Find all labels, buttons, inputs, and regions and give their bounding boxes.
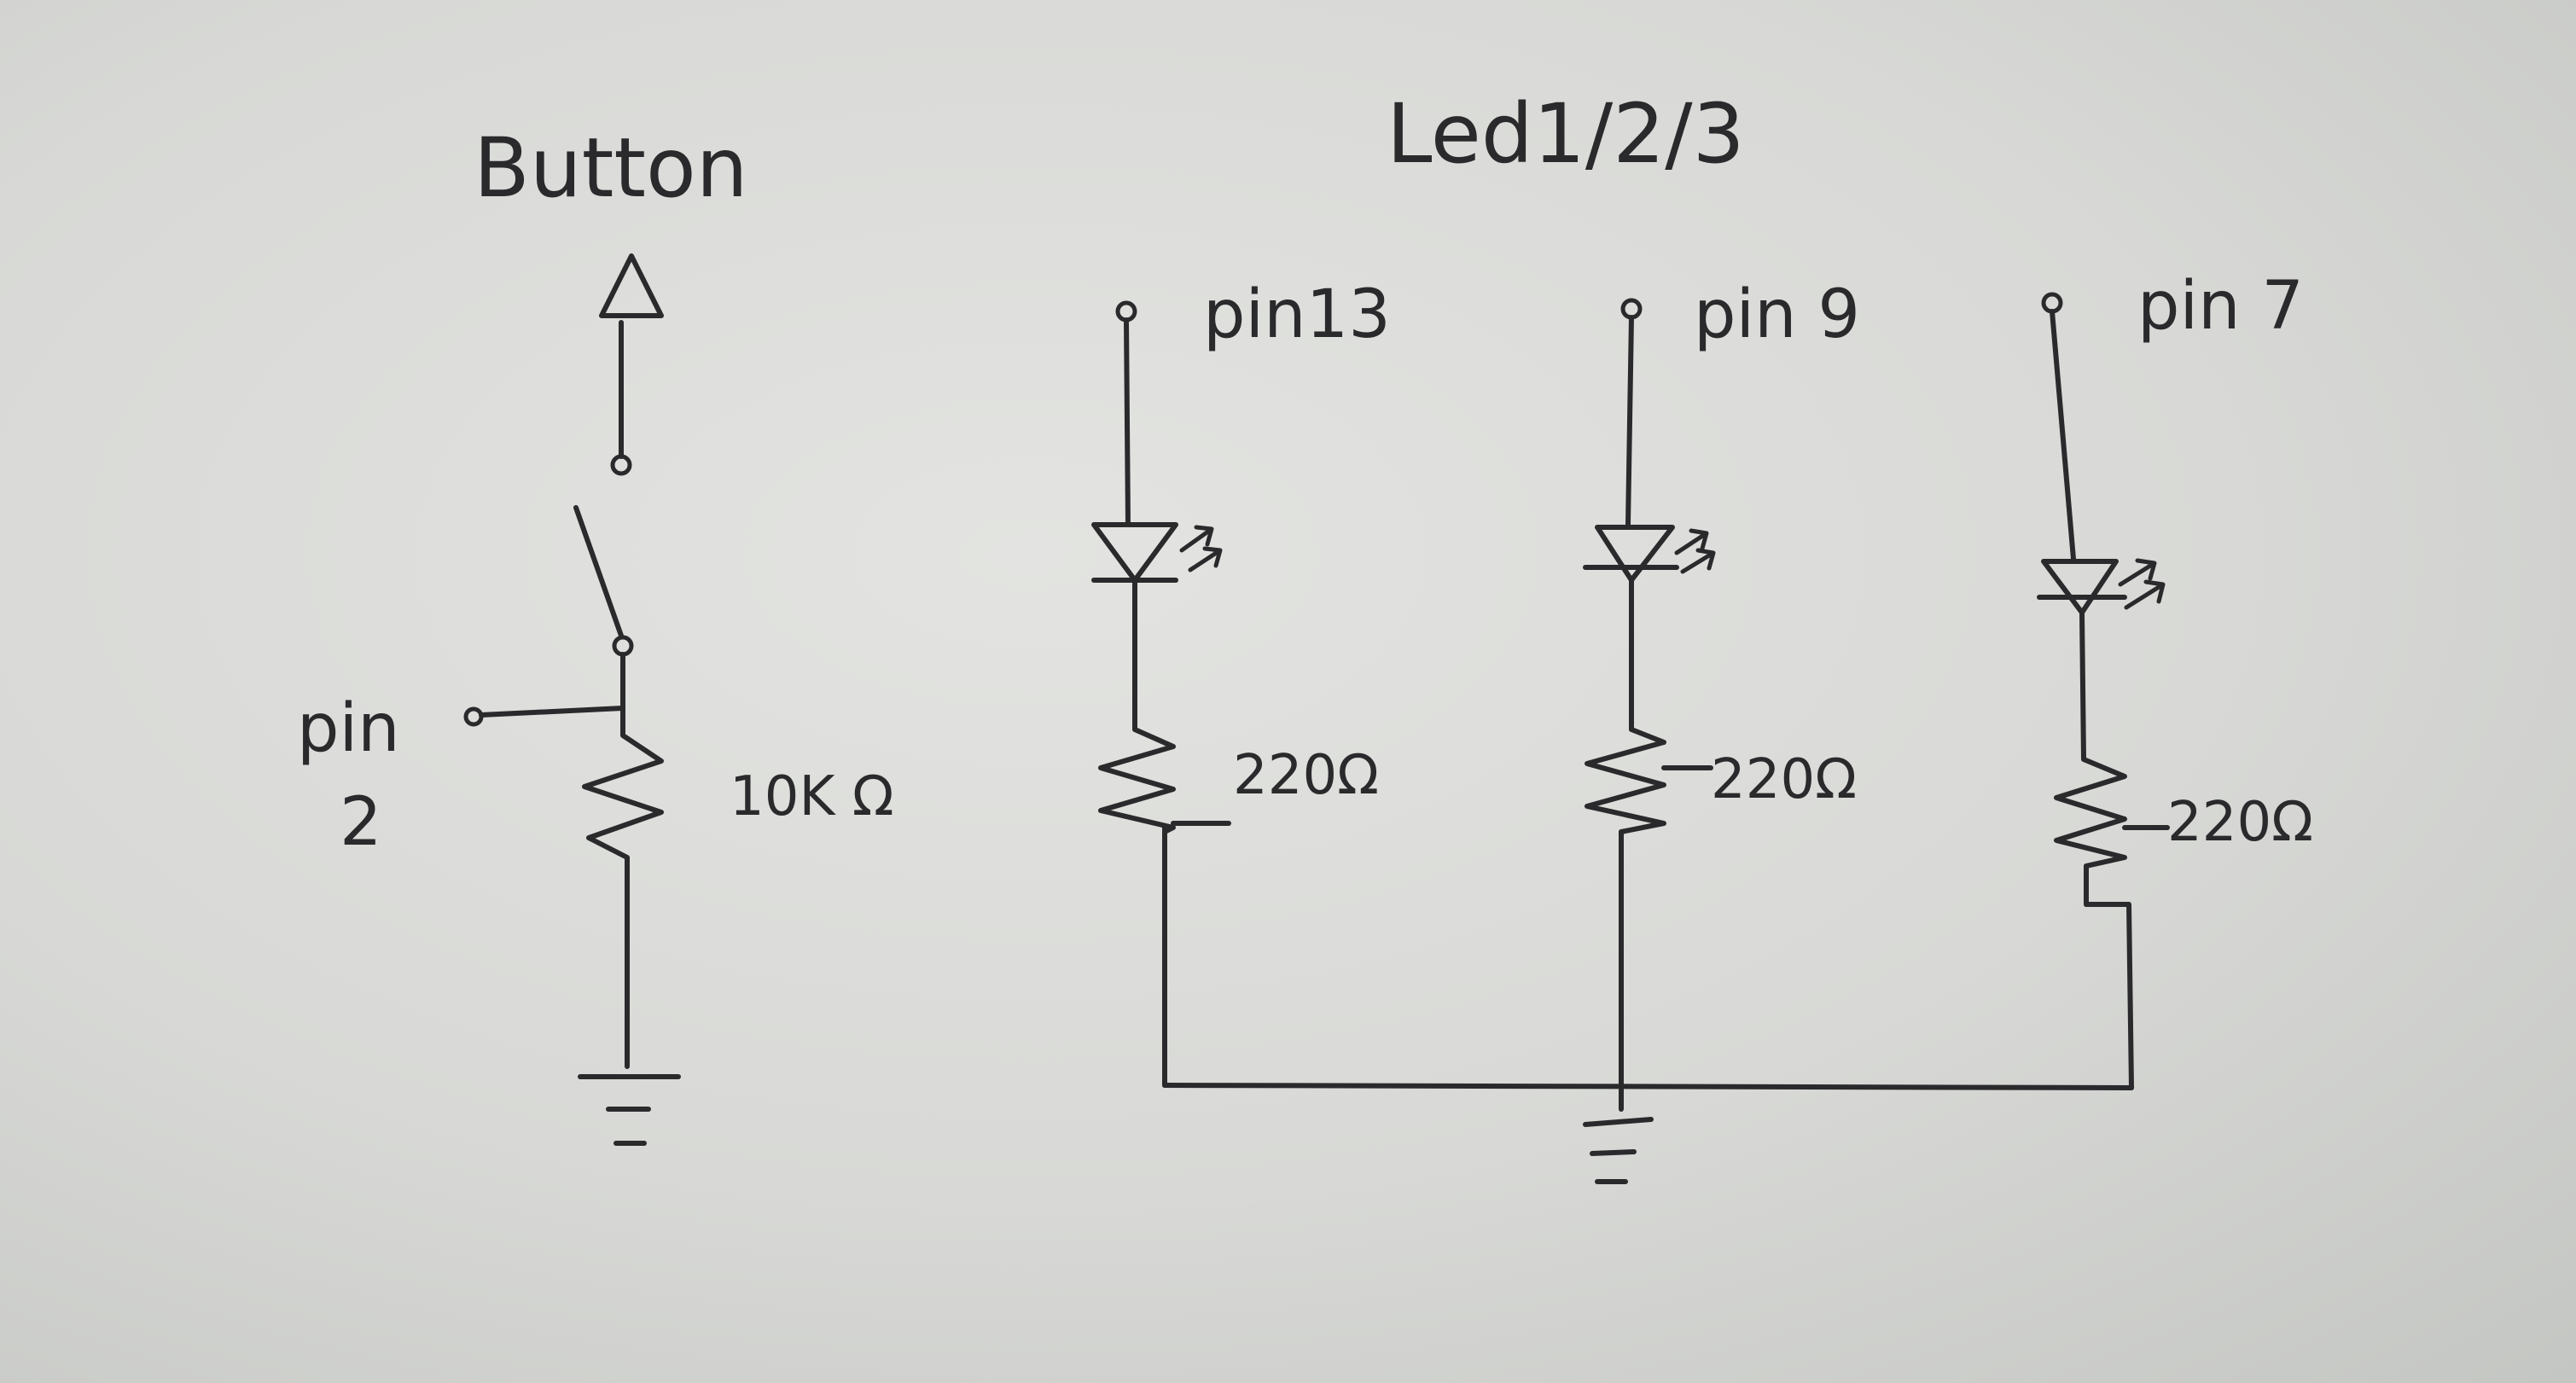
- pin-13-wire: [1124, 317, 1131, 527]
- switch-top-terminal: [610, 454, 632, 476]
- switch-lever: [573, 505, 624, 638]
- led-branch-pin13: [1091, 300, 1231, 1088]
- pin-9-label: pin 9: [1694, 276, 1860, 353]
- resistor-220-branch-1-zigzag: [1098, 578, 1176, 834]
- branch-3-return-wire: [2084, 902, 2134, 1090]
- resistor-220-branch-1-label: 220Ω: [1233, 744, 1379, 807]
- led-3-triangle: [2041, 559, 2119, 615]
- pin-9-wire: [1625, 315, 1634, 527]
- pin-2-label-line2: 2: [340, 784, 382, 861]
- ground-symbol-bar-2: [1590, 1149, 1637, 1156]
- ground-bus-wire: [1162, 1083, 2134, 1090]
- pulldown-resistor-10k: [582, 701, 664, 1069]
- led-branch-pin9: [1583, 298, 1716, 1088]
- led-2-light-arrows-icon: [1674, 528, 1716, 574]
- button-circuit: [463, 253, 681, 1146]
- led-1-triangle: [1091, 522, 1178, 583]
- resistor-220-branch-3-label: 220Ω: [2167, 791, 2313, 854]
- resistor-220-branch-2-label: 220Ω: [1711, 748, 1857, 811]
- pin-13-label: pin13: [1203, 276, 1391, 353]
- resistor-220-branch-2-zigzag: [1585, 578, 1666, 834]
- pin-7-wire: [2050, 309, 2076, 561]
- led-1-light-arrows-icon: [1179, 525, 1223, 572]
- led-branch-pin7: [2037, 292, 2170, 1090]
- pin-7-label: pin 7: [2137, 268, 2304, 345]
- pin-2-terminal: [463, 706, 484, 727]
- ground-symbol-bar-1: [1583, 1117, 1654, 1127]
- led-ground-bus: [1162, 1083, 2134, 1184]
- led-2-triangle: [1595, 525, 1675, 583]
- led-3-light-arrows-icon: [2118, 558, 2166, 610]
- resistor-10k-label: 10K Ω: [730, 765, 894, 828]
- pin-2-wire: [479, 706, 625, 718]
- pin-13-terminal: [1115, 300, 1137, 323]
- button-section-title: Button: [474, 120, 748, 216]
- pin-9-terminal: [1620, 298, 1643, 320]
- led-section-title: Led1/2/3: [1387, 86, 1745, 182]
- resistor-220-branch-3-zigzag: [2054, 610, 2127, 869]
- pin-2-label-line1: pin: [297, 690, 400, 767]
- vcc-arrow-symbol: [599, 253, 664, 318]
